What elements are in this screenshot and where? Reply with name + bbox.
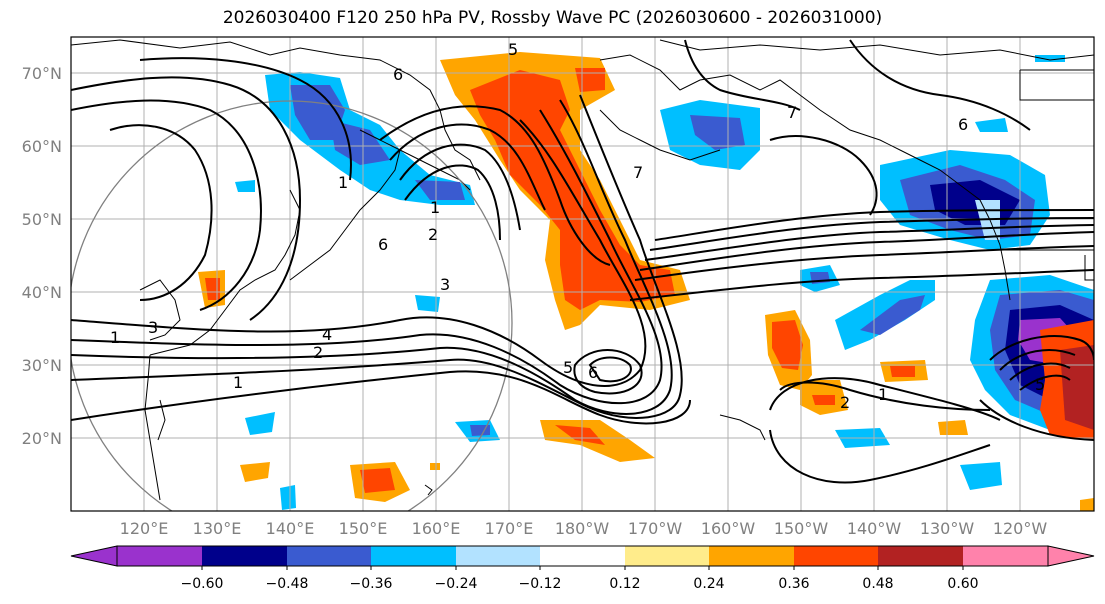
- lon-label: 130°W: [920, 519, 975, 538]
- lat-label: 60°N: [22, 137, 62, 156]
- colorbar-tick-label: −0.12: [519, 576, 562, 592]
- colorbar-tick-label: 0.12: [609, 576, 640, 592]
- colorbar-segment: [456, 546, 540, 566]
- lon-label: 170°E: [485, 519, 534, 538]
- colorbar-extend-max: [1047, 545, 1095, 567]
- lon-label: 130°E: [193, 519, 242, 538]
- colorbar-segment: [287, 546, 371, 566]
- lat-label: 20°N: [22, 429, 62, 448]
- colorbar-segment: [878, 546, 963, 566]
- region-circle: [71, 100, 513, 511]
- contour-label: 1: [430, 198, 440, 217]
- rossby-wave-contours: [71, 39, 1094, 484]
- lon-label: 150°E: [339, 519, 388, 538]
- colorbar-tick-label: −0.48: [266, 576, 309, 592]
- lon-label: 160°W: [701, 519, 756, 538]
- contour-labels: 6 5 7 6 1 2 3 3 4 2 1 1 1 6 5 6 7 2 1 5: [110, 40, 1045, 412]
- lon-label: 140°W: [847, 519, 902, 538]
- lat-label: 40°N: [22, 283, 62, 302]
- colorbar-segment: [709, 546, 794, 566]
- contour-label: 2: [840, 393, 850, 412]
- contour-label: 6: [958, 115, 968, 134]
- colorbar-tick-label: −0.36: [350, 576, 393, 592]
- colorbar: −0.60 −0.48 −0.36 −0.24 −0.12 0.12 0.24 …: [70, 545, 1095, 592]
- colorbar-tick-label: −0.24: [435, 576, 478, 592]
- contour-label: 7: [633, 163, 643, 182]
- colorbar-segment: [540, 546, 625, 566]
- lon-label: 150°W: [774, 519, 829, 538]
- map-frame: [70, 36, 1095, 512]
- colorbar-tick-label: 0.48: [862, 576, 893, 592]
- map-title: 2026030400 F120 250 hPa PV, Rossby Wave …: [222, 8, 883, 28]
- lon-label: 120°E: [120, 519, 169, 538]
- contour-label: 2: [313, 343, 323, 362]
- contour-label: 5: [508, 40, 518, 59]
- contour-label: 1: [233, 373, 243, 392]
- colorbar-segment: [202, 546, 287, 566]
- contour-label: 4: [322, 325, 332, 344]
- contour-label: 1: [338, 173, 348, 192]
- contour-label: 2: [428, 225, 438, 244]
- lat-label: 70°N: [22, 64, 62, 83]
- contour-label: 6: [378, 235, 388, 254]
- contour-label: 1: [110, 328, 120, 347]
- contour-label: 6: [393, 65, 403, 84]
- contour-label: 6: [588, 363, 598, 382]
- contour-label: 5: [563, 358, 573, 377]
- colorbar-extend-min: [70, 545, 118, 567]
- lon-label: 140°E: [266, 519, 315, 538]
- lat-label: 30°N: [22, 356, 62, 375]
- coastlines: [71, 39, 1094, 501]
- contour-label: 7: [787, 103, 797, 122]
- colorbar-segment: [625, 546, 709, 566]
- lon-label: 180°W: [555, 519, 610, 538]
- contour-label: 5: [1035, 375, 1045, 394]
- colorbar-tick-label: −0.60: [181, 576, 224, 592]
- colorbar-segment: [794, 546, 878, 566]
- colorbar-tick-label: 0.24: [693, 576, 724, 592]
- contour-label: 3: [440, 275, 450, 294]
- colorbar-tick-label: 0.36: [778, 576, 809, 592]
- latitude-labels: 70°N 60°N 50°N 40°N 30°N 20°N: [22, 64, 62, 448]
- pv-negative-anomalies: [235, 55, 1094, 510]
- lon-label: 170°W: [628, 519, 683, 538]
- lat-label: 50°N: [22, 210, 62, 229]
- longitude-labels: 120°E 130°E 140°E 150°E 160°E 170°E 180°…: [120, 519, 1048, 538]
- pv-positive-anomalies: [198, 52, 1094, 511]
- contour-label: 1: [878, 385, 888, 404]
- colorbar-segment: [963, 546, 1048, 566]
- colorbar-tick-label: 0.60: [947, 576, 978, 592]
- lon-label: 160°E: [412, 519, 461, 538]
- lon-label: 120°W: [993, 519, 1048, 538]
- graticule: [71, 37, 1094, 511]
- colorbar-segment: [117, 546, 202, 566]
- colorbar-segment: [371, 546, 456, 566]
- contour-label: 3: [148, 318, 158, 337]
